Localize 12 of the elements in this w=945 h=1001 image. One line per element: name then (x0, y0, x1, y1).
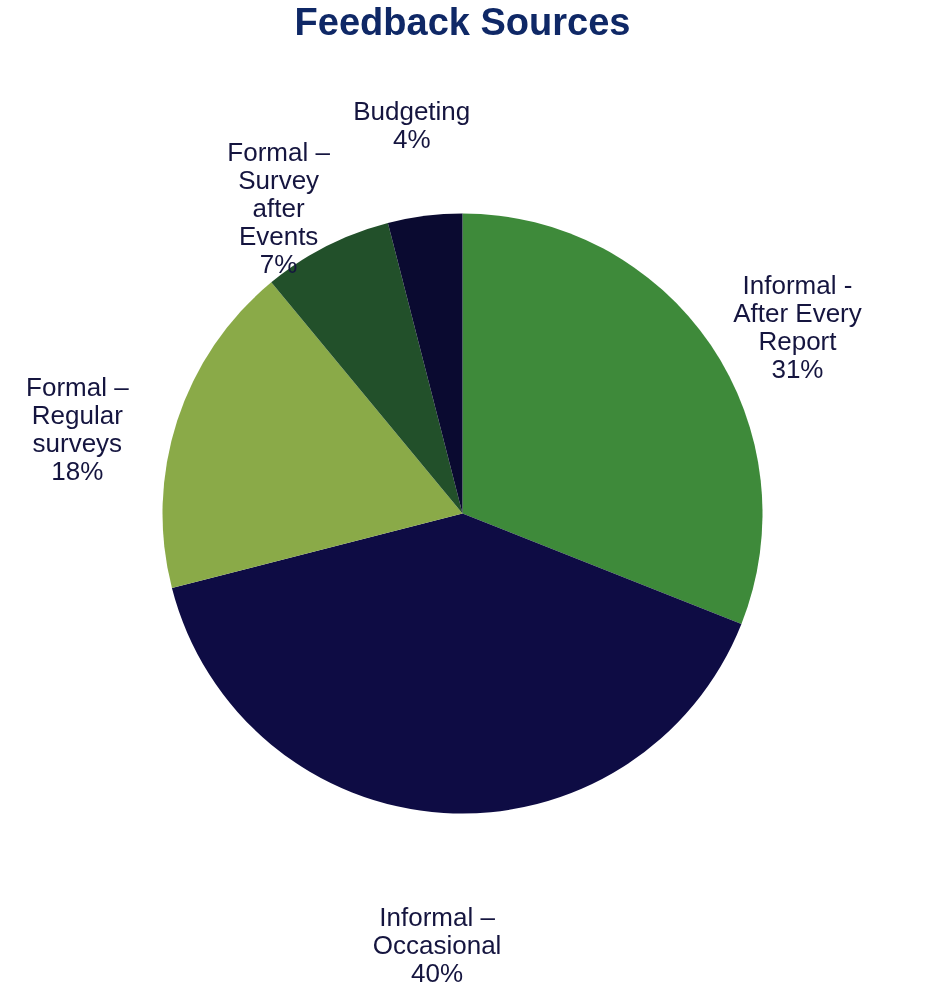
slice-label: Informal - After Every Report (733, 269, 862, 356)
chart-title: Feedback Sources (294, 1, 631, 43)
slice-label: Formal – Regular surveys (26, 372, 130, 459)
slice-label: Formal – Survey after Events (227, 136, 331, 251)
data-label: 40% (411, 957, 464, 988)
pie-slice (387, 213, 463, 514)
pie-slice (171, 513, 742, 813)
pie-slice (162, 282, 463, 589)
slice-label: Informal – Occasional (372, 901, 502, 960)
data-label: 18% (51, 456, 104, 487)
slice-label: Budgeting (353, 95, 471, 126)
data-label: 7% (259, 248, 298, 279)
